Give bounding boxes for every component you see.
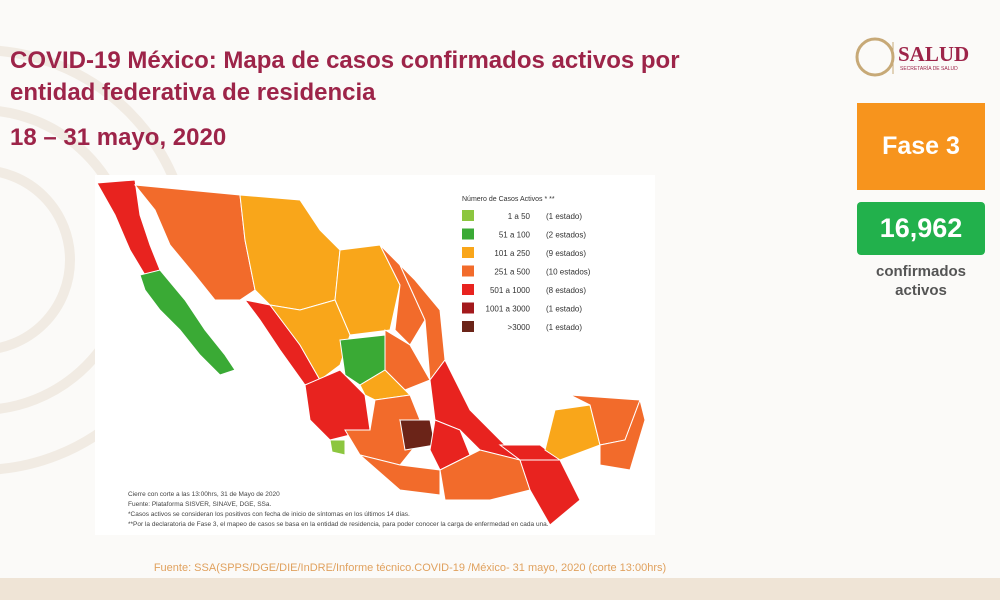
confirmed-label: confirmados activos [845,262,997,300]
logo-emblem [855,37,895,77]
legend-swatch [462,228,474,240]
legend-count: (10 estados) [546,268,591,277]
legend-range: 251 a 500 [494,268,530,277]
legend-swatch [462,321,474,332]
state [139,269,236,376]
legend-count: (1 estado) [546,212,582,221]
legend-count: (2 estados) [546,231,586,240]
map [96,179,646,526]
note: Cierre con corte a las 13:00hrs, 31 de M… [128,491,280,498]
legend-swatch [462,265,474,277]
title-line: COVID-19 México: Mapa de casos confirmad… [10,47,680,74]
legend-range: 501 a 1000 [490,286,531,295]
note: *Casos activos se consideran los positiv… [128,511,410,518]
state [544,404,601,461]
legend-count: (1 estado) [546,305,582,314]
confirmed-label-line: confirmados [875,263,966,280]
confirmed-box [857,202,985,255]
legend-count: (9 estados) [546,249,586,258]
footer-band [0,578,1000,600]
legend-title: Número de Casos Activos * ** [462,196,555,203]
state [599,398,646,471]
logo-subtitle: SECRETARÍA DE SALUD [900,66,958,72]
logo-name: SALUD [898,42,970,66]
state [384,329,431,391]
phase-label: Fase 3 [882,132,960,160]
legend-range: >3000 [508,323,531,332]
legend-range: 1001 a 3000 [486,305,531,314]
legend-swatch [462,302,474,314]
legend-swatch [462,210,474,221]
source: Fuente: SSA(SPPS/DGE/DIE/InDRE/Informe t… [153,562,667,574]
period: 18 – 31 mayo, 2020 [10,124,227,151]
state [399,419,436,451]
state [329,439,346,456]
legend: Número de Casos Activos * ** 1 a 50 (1 est… [462,196,591,332]
phase-box [857,103,985,190]
notes: Cierre con corte a las 13:00hrs, 31 de M… [128,490,549,530]
confirmed-label-line: activos [895,282,947,299]
legend-count: (1 estado) [546,323,582,332]
state [359,454,441,496]
title-line: entidad federativa de residencia [10,79,376,106]
note: Fuente: Plataforma SISVER, SINAVE, DGE, … [128,501,272,508]
legend-swatch [462,247,474,258]
note: **Por la declaratoria de Fase 3, el mape… [128,521,549,528]
confirmed-value: 16,962 [879,213,963,243]
legend-swatch [462,284,474,295]
legend-count: (8 estados) [546,286,586,295]
legend-range: 101 a 250 [494,249,530,258]
legend-range: 51 a 100 [499,231,531,240]
title: COVID-19 México: Mapa de casos confirmad… [10,45,680,109]
legend-range: 1 a 50 [508,212,531,221]
